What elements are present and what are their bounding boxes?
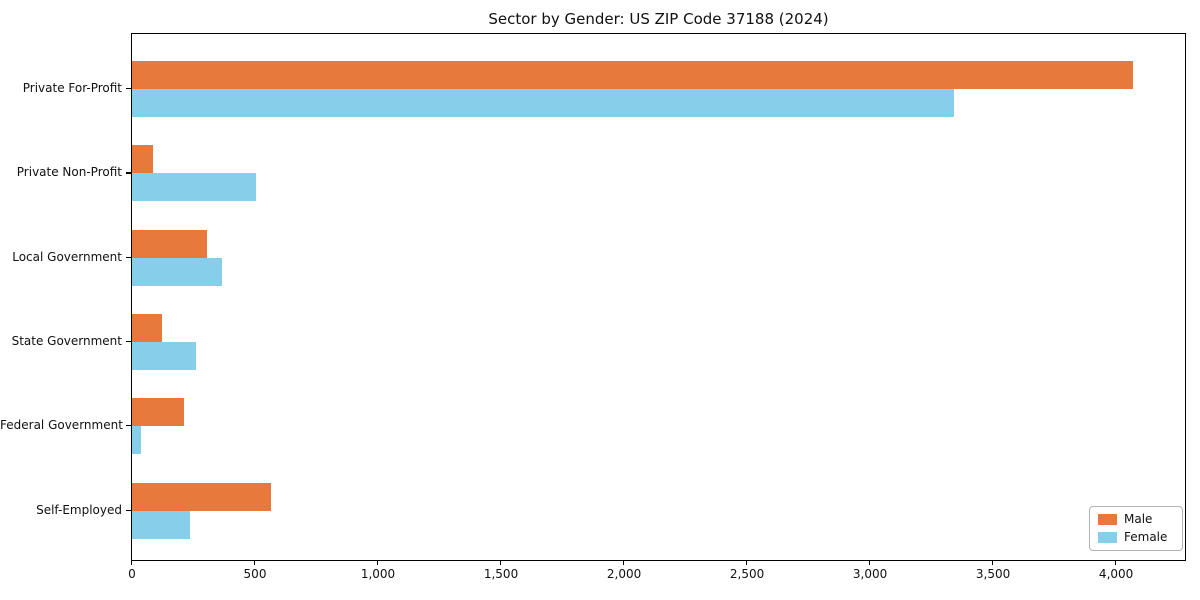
y-tick (126, 256, 131, 258)
x-tick-label: 2,000 (606, 567, 642, 581)
x-tick (377, 560, 379, 565)
x-tick (254, 560, 256, 565)
y-tick-label: Private For-Profit (22, 81, 122, 95)
plot-area (131, 33, 1186, 561)
legend-item-male: Male (1098, 513, 1174, 526)
legend-label-female: Female (1124, 530, 1168, 544)
y-tick (126, 88, 131, 90)
y-tick-label: State Government (11, 333, 122, 348)
x-tick (992, 560, 994, 565)
y-tick-label: Private Non-Profit (16, 165, 122, 180)
y-tick (126, 425, 131, 427)
y-tick-label: Federal Government (0, 418, 123, 433)
x-tick-label: 500 (243, 567, 267, 581)
x-tick-label: 2,500 (729, 567, 765, 581)
x-tick (500, 560, 502, 565)
y-tick (126, 340, 131, 343)
legend: Male Female (1089, 506, 1183, 551)
bar-female-federal-government (132, 426, 141, 455)
x-tick (869, 560, 871, 565)
x-tick-label: 0 (128, 567, 136, 581)
x-tick-label: 1,500 (483, 567, 519, 581)
bar-female-private-non-profit (132, 173, 257, 202)
x-tick-label: 4,000 (1098, 567, 1134, 581)
female-swatch-icon (1098, 532, 1117, 543)
x-tick (746, 560, 748, 565)
bar-female-local-government (132, 257, 222, 286)
bar-male-self-employed (132, 482, 271, 511)
chart-title: Sector by Gender: US ZIP Code 37188 (202… (488, 10, 829, 28)
bar-male-private-non-profit (132, 145, 153, 174)
x-tick (623, 560, 625, 565)
bar-male-state-government (132, 313, 162, 342)
bar-male-private-for-profit (132, 61, 1134, 89)
bar-female-self-employed (132, 510, 190, 539)
x-tick (1115, 560, 1117, 565)
legend-item-female: Female (1098, 531, 1174, 544)
y-tick-label: Self-Employed (36, 502, 122, 517)
x-tick-label: 1,000 (360, 567, 396, 581)
y-tick-label: Local Government (12, 249, 122, 264)
bar-male-local-government (132, 229, 208, 258)
male-swatch-icon (1098, 514, 1117, 525)
y-tick (126, 172, 131, 174)
bar-male-federal-government (132, 398, 184, 427)
x-tick-label: 3,000 (852, 567, 888, 581)
bar-female-state-government (132, 341, 196, 370)
x-tick-label: 3,500 (975, 567, 1011, 581)
x-tick (131, 560, 133, 565)
bar-female-private-for-profit (132, 89, 954, 117)
legend-label-male: Male (1124, 512, 1153, 526)
y-tick (126, 509, 131, 511)
